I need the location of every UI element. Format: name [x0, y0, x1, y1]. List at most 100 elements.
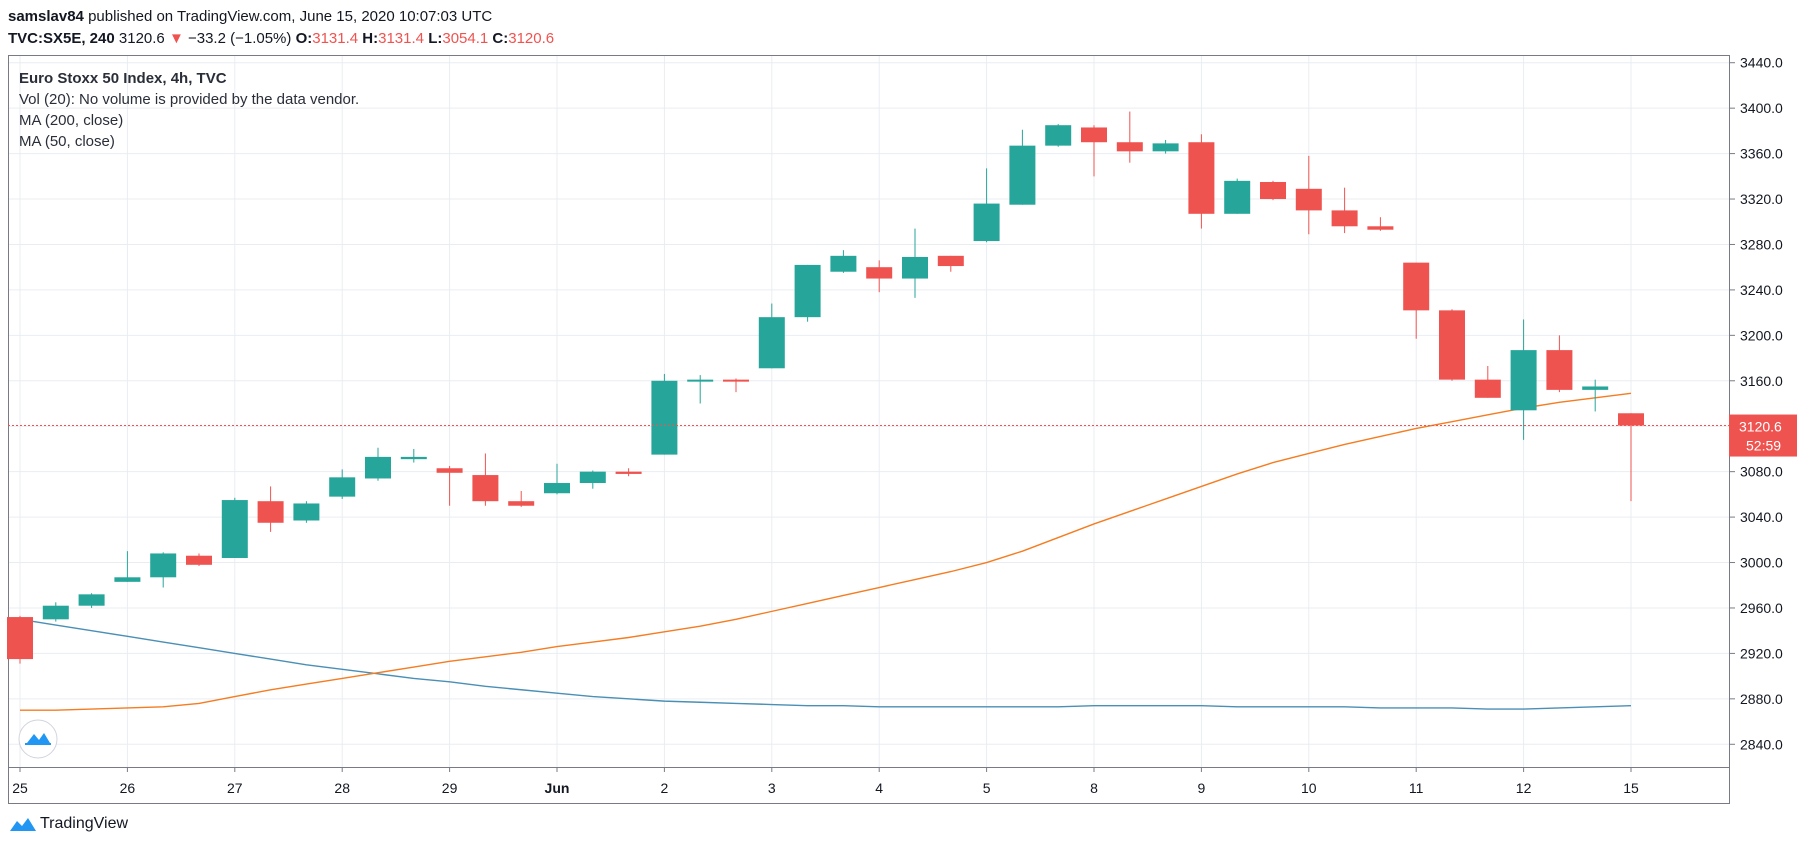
tradingview-logo-icon	[10, 818, 36, 831]
candle[interactable]	[1439, 309, 1465, 381]
down-triangle-icon: ▼	[168, 30, 184, 47]
candle[interactable]	[186, 553, 212, 566]
candle[interactable]	[1224, 178, 1251, 214]
symbol: TVC:SX5E, 240	[8, 30, 115, 47]
ma-200-line	[19, 618, 1632, 710]
candle[interactable]	[1081, 125, 1107, 177]
candle[interactable]	[1152, 139, 1179, 154]
candle-body	[1295, 188, 1322, 211]
candle[interactable]	[1009, 129, 1036, 205]
candle-body	[293, 503, 320, 521]
candle[interactable]	[42, 602, 69, 622]
candle-body	[1009, 145, 1036, 205]
tv-watermark-icon[interactable]	[18, 719, 58, 759]
legend-ma200[interactable]: MA (200, close)	[19, 112, 124, 129]
candle[interactable]	[1474, 366, 1501, 398]
candle[interactable]	[400, 448, 427, 463]
candle[interactable]	[508, 490, 535, 507]
candle[interactable]	[221, 497, 248, 558]
author-name[interactable]: samslav84	[8, 8, 84, 25]
candle-body	[973, 203, 1000, 242]
candle[interactable]	[902, 228, 928, 298]
candle-body	[436, 468, 463, 473]
tradingview-brand[interactable]: TradingView	[9, 815, 128, 833]
chart-grid	[8, 55, 1729, 767]
candle-body	[42, 605, 69, 620]
ma-50-path[interactable]	[20, 392, 1632, 711]
candle[interactable]	[329, 469, 356, 499]
last-price: 3120.6	[118, 30, 165, 47]
candle-body	[1474, 379, 1501, 398]
candle[interactable]	[1618, 413, 1644, 502]
candle[interactable]	[436, 465, 463, 506]
candle-body	[1546, 350, 1573, 390]
candle[interactable]	[150, 552, 177, 588]
candle[interactable]	[973, 168, 1000, 243]
x-tick-label: 26	[120, 780, 136, 796]
candle[interactable]	[651, 373, 678, 455]
candle-body	[7, 617, 33, 660]
candle[interactable]	[1188, 134, 1215, 229]
x-tick-label: 28	[334, 780, 350, 796]
candle[interactable]	[365, 447, 391, 481]
open-value: 3131.4	[312, 30, 359, 47]
candle[interactable]	[758, 303, 785, 369]
x-tick-label: 29	[442, 780, 458, 796]
candle[interactable]	[257, 486, 284, 532]
candle-body	[1045, 125, 1072, 146]
candle[interactable]	[794, 264, 821, 322]
candle-body	[1224, 180, 1251, 214]
candle[interactable]	[1403, 262, 1430, 339]
candle-body	[329, 477, 356, 497]
candle[interactable]	[615, 468, 642, 477]
candle-body	[937, 255, 964, 267]
candle[interactable]	[866, 260, 893, 293]
candle[interactable]	[7, 615, 33, 664]
ma-50-line	[20, 392, 1632, 711]
candle-body	[651, 380, 678, 455]
ma-200-path[interactable]	[19, 618, 1632, 710]
candle[interactable]	[472, 453, 499, 506]
x-tick-label: 9	[1198, 780, 1206, 796]
candle[interactable]	[1331, 187, 1358, 234]
legend-volume[interactable]: Vol (20): No volume is provided by the d…	[19, 91, 360, 108]
candle[interactable]	[1510, 319, 1537, 440]
last-price-box	[1729, 414, 1797, 457]
brand-text: TradingView	[40, 815, 129, 832]
close-value: 3120.6	[508, 30, 555, 47]
candle[interactable]	[723, 378, 749, 393]
candle[interactable]	[1045, 124, 1072, 147]
candle[interactable]	[1582, 379, 1609, 412]
candle-body	[472, 475, 499, 502]
candle-body	[400, 456, 427, 460]
candle[interactable]	[1367, 217, 1394, 231]
candle[interactable]	[1546, 335, 1573, 393]
published-text: published on TradingView.com, June 15, 2…	[88, 8, 493, 25]
candle-body	[257, 501, 284, 523]
candle[interactable]	[544, 463, 570, 495]
time-axis: 25 26 27 28 29 Jun 2 3 4 5 8 9 10 11 12 15	[12, 767, 1639, 796]
open-label: O:	[295, 30, 313, 47]
candle[interactable]	[1260, 180, 1286, 201]
low-value: 3054.1	[442, 30, 489, 47]
y-tick-label: 2880.0	[1740, 691, 1783, 707]
legend-ma50[interactable]: MA (50, close)	[19, 133, 115, 150]
candle[interactable]	[1116, 111, 1143, 163]
x-tick-label: 15	[1623, 780, 1639, 796]
candle[interactable]	[579, 470, 606, 489]
x-tick-label: 8	[1090, 780, 1098, 796]
candle[interactable]	[114, 551, 141, 582]
symbol-info: TVC:SX5E, 240 3120.6 ▼ −33.2 (−1.05%) O:…	[8, 30, 554, 47]
candle-body	[1510, 350, 1537, 411]
candle[interactable]	[937, 255, 964, 272]
candle[interactable]	[1295, 155, 1322, 235]
y-tick-label: 3360.0	[1740, 146, 1783, 162]
y-tick-label: 3000.0	[1740, 555, 1783, 571]
candle[interactable]	[687, 375, 714, 404]
price-change: −33.2 (−1.05%)	[187, 30, 292, 47]
candle[interactable]	[830, 250, 857, 273]
candle[interactable]	[293, 501, 320, 523]
candle[interactable]	[78, 593, 105, 608]
legend-title[interactable]: Euro Stoxx 50 Index, 4h, TVC	[19, 70, 227, 87]
